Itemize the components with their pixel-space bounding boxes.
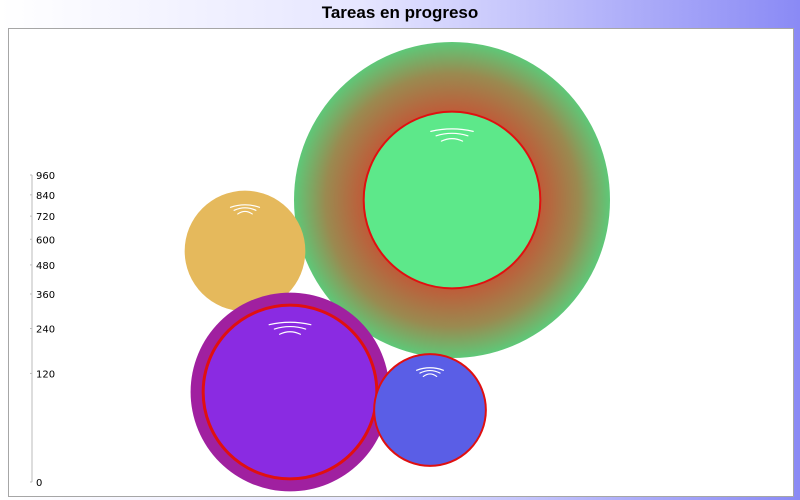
bubble xyxy=(294,42,610,358)
chart-title: Tareas en progreso xyxy=(321,3,479,22)
bubble-highlight xyxy=(415,367,445,371)
bubble-highlight xyxy=(278,331,302,335)
bubble-highlight xyxy=(419,369,441,374)
bubble-body xyxy=(373,353,487,467)
size-scale: 0 120 240 360 480 600 720 840 960 xyxy=(30,171,55,489)
bubble-highlight xyxy=(440,138,464,142)
scale-tick-label: 120 xyxy=(36,369,55,380)
bubble-highlight xyxy=(273,325,307,330)
scale-tick-label: 960 xyxy=(36,171,55,182)
bubbles xyxy=(184,42,610,492)
scale-tick-label: 360 xyxy=(36,290,55,301)
scale-tick-label: 840 xyxy=(36,191,55,202)
scale-tick-label: 600 xyxy=(36,235,55,246)
bubble-highlight xyxy=(233,207,257,211)
scale-tick-label: 720 xyxy=(36,212,55,223)
bubble-highlight xyxy=(229,204,261,208)
bubble xyxy=(184,190,306,312)
bubble-highlight xyxy=(237,210,253,215)
bubble-highlight xyxy=(422,373,438,378)
scale-tick-label: 240 xyxy=(36,325,55,336)
scale-tick-label: 0 xyxy=(36,478,42,489)
bubble-inner xyxy=(362,110,542,290)
bubble-highlight xyxy=(430,128,474,132)
bubble-highlight xyxy=(268,321,312,326)
bubble-highlight xyxy=(435,132,469,137)
bubble xyxy=(373,353,487,467)
scale-tick-label: 480 xyxy=(36,261,55,272)
bubble xyxy=(190,292,390,492)
bubble-body xyxy=(184,190,306,312)
